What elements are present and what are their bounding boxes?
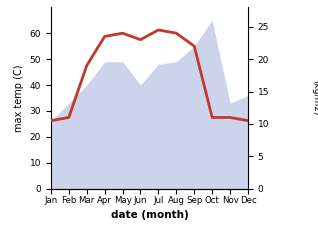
Y-axis label: med. precipitation
(kg/m2): med. precipitation (kg/m2) bbox=[311, 56, 318, 140]
X-axis label: date (month): date (month) bbox=[111, 210, 188, 219]
Y-axis label: max temp (C): max temp (C) bbox=[14, 64, 24, 132]
